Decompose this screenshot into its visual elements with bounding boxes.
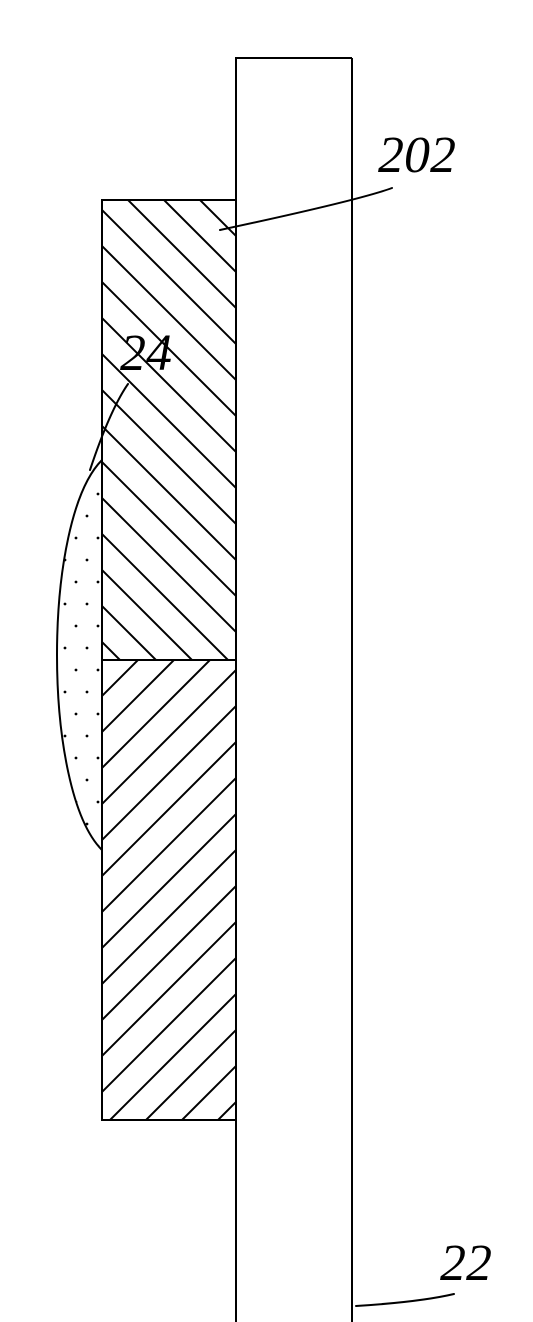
callout-24: 24 bbox=[120, 328, 172, 380]
callout-202: 202 bbox=[378, 130, 456, 182]
callout-22: 22 bbox=[440, 1238, 492, 1290]
figure-stage: 24 202 22 bbox=[0, 0, 533, 1322]
diagram-svg bbox=[0, 0, 533, 1322]
